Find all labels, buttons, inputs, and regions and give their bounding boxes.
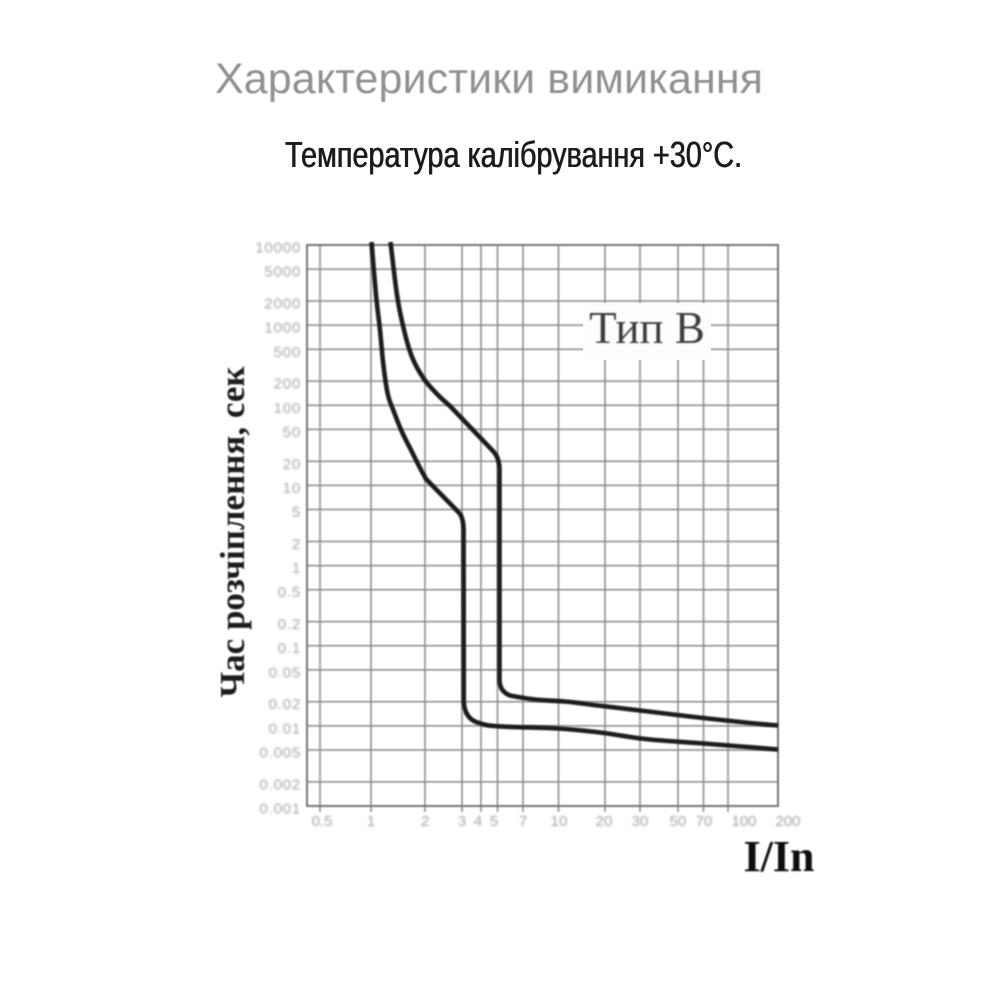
svg-text:50: 50 (670, 813, 687, 830)
svg-text:2000: 2000 (264, 296, 301, 313)
svg-text:500: 500 (274, 344, 301, 361)
svg-text:5: 5 (490, 813, 498, 830)
svg-text:4: 4 (474, 813, 482, 830)
svg-text:70: 70 (696, 813, 713, 830)
svg-text:0.002: 0.002 (259, 776, 301, 793)
svg-text:3: 3 (458, 813, 466, 830)
svg-text:10: 10 (283, 480, 301, 497)
svg-text:0.01: 0.01 (269, 720, 301, 737)
svg-text:1000: 1000 (264, 320, 301, 337)
svg-text:2: 2 (292, 536, 301, 553)
svg-text:7: 7 (519, 813, 527, 830)
svg-text:20: 20 (596, 813, 613, 830)
svg-text:30: 30 (632, 813, 649, 830)
svg-text:Тип В: Тип В (589, 303, 705, 353)
svg-text:50: 50 (283, 424, 301, 441)
svg-text:0.005: 0.005 (259, 744, 301, 761)
svg-text:0.02: 0.02 (269, 696, 301, 713)
svg-text:5000: 5000 (264, 264, 301, 281)
svg-text:0.5: 0.5 (312, 813, 333, 830)
svg-text:200: 200 (775, 813, 800, 830)
svg-text:1: 1 (367, 813, 375, 830)
svg-text:0.1: 0.1 (278, 640, 301, 657)
svg-text:10000: 10000 (255, 240, 301, 257)
svg-text:0.5: 0.5 (278, 584, 301, 601)
svg-text:20: 20 (283, 456, 301, 473)
svg-text:0.001: 0.001 (259, 801, 301, 818)
svg-text:0.2: 0.2 (278, 616, 301, 633)
svg-text:100: 100 (274, 400, 301, 417)
svg-text:100: 100 (731, 813, 756, 830)
svg-text:0.05: 0.05 (269, 664, 301, 681)
svg-text:200: 200 (274, 376, 301, 393)
svg-text:1: 1 (292, 560, 301, 577)
svg-text:2: 2 (421, 813, 429, 830)
svg-text:I/In: I/In (744, 832, 815, 881)
svg-text:Час розчіплення, сек: Час розчіплення, сек (213, 366, 252, 698)
svg-text:5: 5 (292, 504, 301, 521)
svg-text:10: 10 (551, 813, 568, 830)
